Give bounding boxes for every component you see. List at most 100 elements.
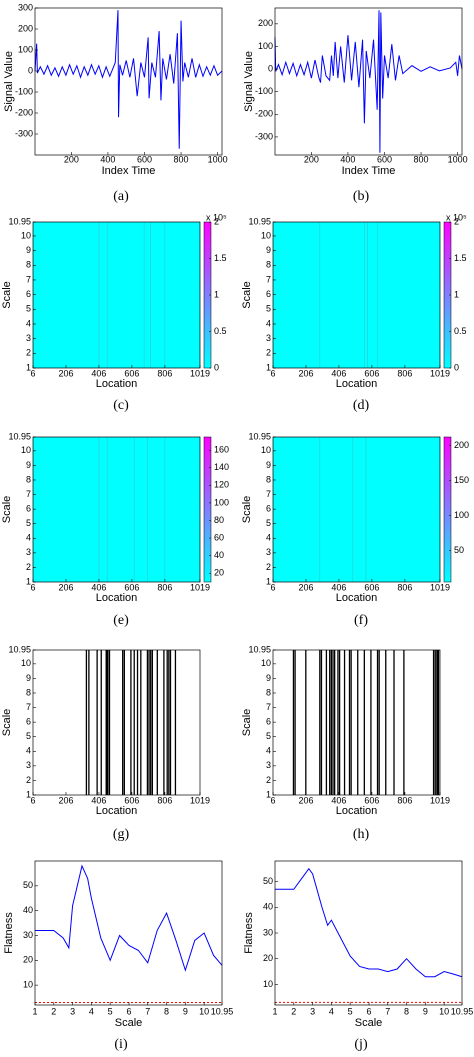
- y-tick-label: 4: [266, 318, 271, 328]
- y-tick-label: 1: [26, 576, 31, 586]
- y-tick-label: 4: [26, 533, 31, 543]
- y-axis-label: Flatness: [243, 912, 255, 954]
- colorbar-exponent: x 10⁵: [446, 212, 467, 222]
- x-tick-label: 1: [32, 1006, 37, 1016]
- axes-box: [34, 860, 223, 1006]
- x-tick-label: 606: [364, 582, 379, 592]
- x-tick-label: 1019: [430, 582, 450, 592]
- y-tick-label: 5: [26, 518, 31, 528]
- heatmap-field: [273, 437, 440, 582]
- y-tick-label: 2: [26, 562, 31, 572]
- axes-box: [272, 221, 441, 369]
- x-tick-label: 8: [404, 1006, 409, 1016]
- caption: (c): [113, 398, 129, 413]
- y-tick-label: 20: [263, 953, 273, 963]
- x-tick-label: 1019: [430, 368, 450, 378]
- axes-box: [274, 7, 463, 156]
- y-axis-label: Scale: [1, 709, 13, 737]
- y-axis-label: Signal Value: [3, 51, 15, 112]
- x-tick-label: 206: [58, 795, 73, 805]
- y-tick-label: 5: [266, 518, 271, 528]
- colorbar-tick-label: 2: [454, 216, 459, 226]
- x-tick-label: 800: [414, 154, 429, 164]
- y-tick-label: 3: [266, 547, 271, 557]
- x-tick-label: 10: [199, 1006, 209, 1016]
- y-tick-label: 2: [266, 775, 271, 785]
- y-tick-label: 7: [26, 702, 31, 712]
- colorbar-tick-label: 60: [214, 532, 224, 542]
- y-tick-label: 7: [266, 702, 271, 712]
- caption: (d): [353, 398, 370, 413]
- x-tick-label: 406: [331, 368, 346, 378]
- y-tick-label: 6: [266, 717, 271, 727]
- y-tick-label: 10: [21, 658, 31, 668]
- y-tick-label: 1: [26, 789, 31, 799]
- x-axis-label: Location: [96, 378, 138, 390]
- x-axis-label: Scale: [355, 1017, 383, 1029]
- colorbar: [443, 436, 452, 583]
- y-tick-label: 10.95: [248, 431, 271, 441]
- y-tick-label: 10: [23, 980, 33, 990]
- colorbar-tick-label: 1: [454, 289, 459, 299]
- caption: (g): [113, 827, 130, 842]
- x-tick-label: 606: [124, 368, 139, 378]
- axes-box: [34, 7, 223, 156]
- y-tick-label: 10.95: [248, 216, 271, 226]
- colorbar: [203, 436, 212, 583]
- colorbar-tick-label: 100: [454, 510, 469, 520]
- x-tick-label: 206: [58, 368, 73, 378]
- y-tick-label: 10: [261, 445, 271, 455]
- y-tick-label: 8: [266, 260, 271, 270]
- y-tick-label: 8: [26, 687, 31, 697]
- x-axis-label: Location: [336, 592, 378, 604]
- caption: (b): [353, 189, 370, 204]
- y-axis-label: Scale: [241, 496, 253, 524]
- y-axis-label: Scale: [1, 496, 13, 524]
- x-tick-label: 606: [124, 795, 139, 805]
- y-tick-label: 100: [258, 41, 273, 51]
- y-tick-label: 9: [26, 245, 31, 255]
- x-tick-label: 9: [183, 1006, 188, 1016]
- y-tick-label: 10: [21, 445, 31, 455]
- x-tick-label: 606: [364, 368, 379, 378]
- x-tick-label: 206: [298, 368, 313, 378]
- x-tick-label: 7: [145, 1006, 150, 1016]
- plot-area: [35, 861, 222, 1005]
- x-tick-label: 806: [397, 795, 412, 805]
- axes-box: [272, 649, 441, 796]
- colorbar-exponent: x 10⁵: [206, 212, 227, 222]
- y-tick-label: 6: [26, 504, 31, 514]
- heatmap-field: [33, 437, 200, 582]
- y-tick-label: 1: [266, 789, 271, 799]
- x-tick-label: 800: [174, 154, 189, 164]
- colorbar-tick-label: 120: [214, 480, 229, 490]
- y-tick-label: 10: [21, 230, 31, 240]
- x-axis-label: Location: [336, 378, 378, 390]
- x-tick-label: 10: [439, 1006, 449, 1016]
- y-tick-label: -300: [255, 131, 273, 141]
- x-tick-label: 400: [100, 154, 115, 164]
- y-axis-label: Scale: [241, 709, 253, 737]
- colorbar-tick-label: 0: [454, 362, 459, 372]
- heatmap-field: [33, 222, 200, 368]
- x-axis-label: Index Time: [342, 165, 396, 177]
- y-tick-label: 6: [266, 504, 271, 514]
- x-tick-label: 200: [64, 154, 79, 164]
- y-tick-label: 3: [26, 333, 31, 343]
- colorbar-tick-label: 1.5: [214, 253, 227, 263]
- colorbar-tick-label: 20: [214, 568, 224, 578]
- y-tick-label: 2: [26, 775, 31, 785]
- plot-area: [275, 861, 462, 1005]
- x-tick-label: 6: [30, 582, 35, 592]
- colorbar-tick-label: 150: [454, 475, 469, 485]
- x-tick-label: 806: [397, 582, 412, 592]
- x-axis-label: Location: [336, 805, 378, 817]
- y-tick-label: 0: [268, 63, 273, 73]
- y-tick-label: 5: [26, 731, 31, 741]
- x-tick-label: 4: [329, 1006, 334, 1016]
- y-tick-label: 10.95: [8, 644, 31, 654]
- y-axis-label: Scale: [1, 281, 13, 309]
- x-tick-label: 6: [30, 795, 35, 805]
- y-tick-label: -100: [255, 86, 273, 96]
- x-tick-label: 7: [385, 1006, 390, 1016]
